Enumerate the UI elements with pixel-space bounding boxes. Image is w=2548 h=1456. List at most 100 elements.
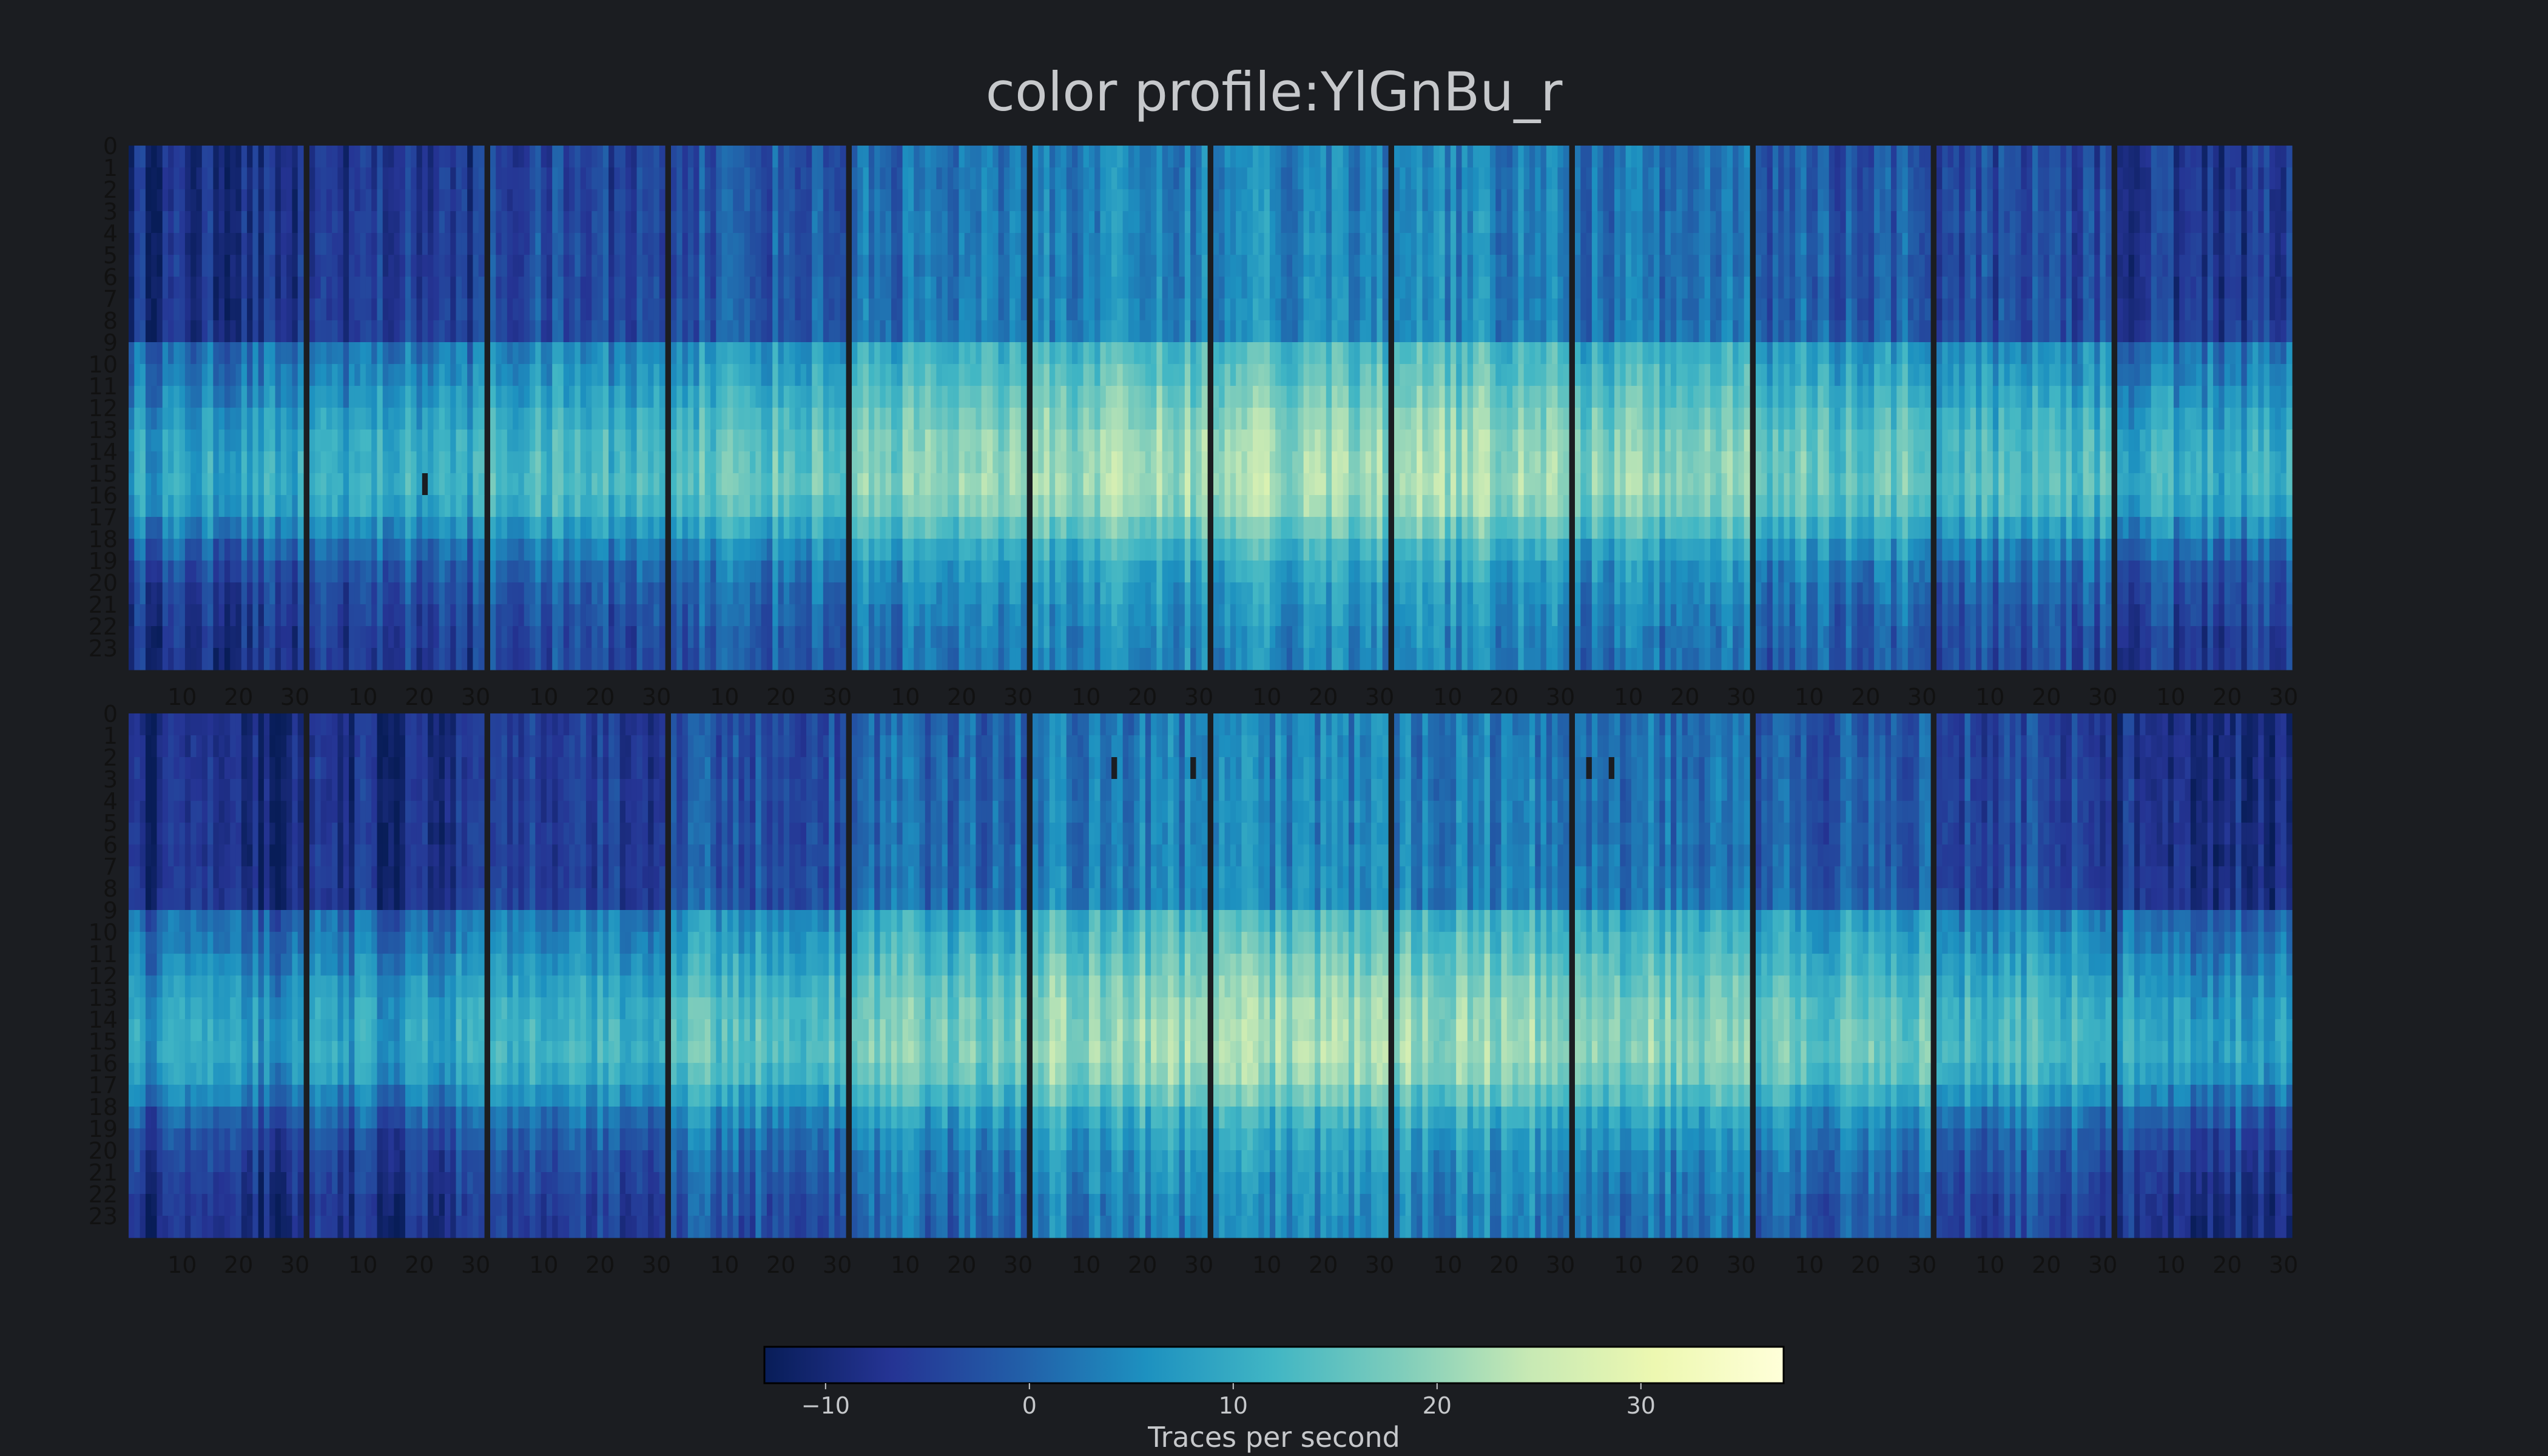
heatmap-cell: [140, 386, 146, 408]
heatmap-cell: [1309, 146, 1315, 168]
heatmap-cell: [1100, 430, 1107, 452]
heatmap-cell: [687, 233, 694, 255]
heatmap-cell: [297, 604, 304, 627]
heatmap-cell: [964, 364, 971, 386]
heatmap-cell: [377, 298, 383, 321]
heatmap-cell: [840, 604, 846, 627]
heatmap-cell: [693, 604, 700, 627]
heatmap-cell: [224, 364, 231, 386]
heatmap-cell: [575, 167, 581, 190]
heatmap-cell: [1009, 408, 1016, 430]
heatmap-cell: [473, 495, 479, 517]
heatmap-cell: [789, 298, 795, 321]
heatmap-cell: [292, 495, 298, 517]
heatmap-cell: [280, 473, 287, 496]
heatmap-cell: [134, 517, 141, 539]
heatmap-cell: [1020, 517, 1027, 539]
heatmap-cell: [653, 298, 660, 321]
heatmap-cell: [947, 648, 954, 670]
heatmap-cell: [1224, 146, 1231, 168]
heatmap-cell: [371, 582, 378, 605]
heatmap-cell: [467, 189, 474, 212]
heatmap-cell: [789, 233, 795, 255]
heatmap-cell: [1167, 604, 1174, 627]
heatmap-cell: [541, 211, 547, 234]
heatmap-cell: [439, 648, 445, 670]
heatmap-cell: [925, 386, 931, 408]
heatmap-cell: [174, 277, 180, 299]
heatmap-cell: [377, 364, 383, 386]
heatmap-cell: [297, 167, 304, 190]
heatmap-cell: [829, 342, 835, 365]
heatmap-cell: [976, 561, 982, 583]
heatmap-cell: [721, 561, 728, 583]
heatmap-cell: [1382, 451, 1389, 474]
heatmap-cell: [224, 233, 231, 255]
heatmap-cell: [377, 408, 383, 430]
heatmap-cell: [241, 342, 248, 365]
heatmap-cell: [682, 517, 689, 539]
heatmap-cell: [444, 277, 451, 299]
heatmap-cell: [642, 495, 649, 517]
heatmap-cell: [710, 255, 716, 277]
heatmap-cell: [365, 386, 372, 408]
heatmap-cell: [687, 539, 694, 561]
heatmap-cell: [942, 473, 948, 496]
heatmap-cell: [1117, 430, 1124, 452]
heatmap-cell: [964, 342, 971, 365]
heatmap-cell: [761, 408, 767, 430]
heatmap-cell: [1184, 648, 1191, 670]
heatmap-cell: [1077, 561, 1084, 583]
heatmap-cell: [998, 582, 1005, 605]
heatmap-cell: [513, 648, 519, 670]
heatmap-cell: [145, 626, 152, 649]
heatmap-cell: [1348, 298, 1355, 321]
heatmap-cell: [817, 386, 824, 408]
heatmap-cell: [371, 626, 378, 649]
heatmap-cell: [456, 342, 462, 365]
heatmap-cell: [733, 626, 740, 649]
heatmap-cell: [642, 430, 649, 452]
heatmap-cell: [501, 364, 508, 386]
heatmap-cell: [1258, 211, 1265, 234]
heatmap-cell: [789, 648, 795, 670]
heatmap-cell: [964, 255, 971, 277]
heatmap-cell: [840, 626, 846, 649]
heatmap-cell: [585, 473, 592, 496]
heatmap-cell: [258, 626, 265, 649]
heatmap-cell: [964, 189, 971, 212]
heatmap-cell: [241, 233, 248, 255]
heatmap-cell: [721, 277, 728, 299]
heatmap-cell: [151, 517, 158, 539]
heatmap-cell: [552, 233, 559, 255]
heatmap-cell: [699, 298, 706, 321]
heatmap-cell: [269, 495, 276, 517]
heatmap-cell: [134, 386, 141, 408]
heatmap-cell: [1083, 255, 1090, 277]
heatmap-cell: [614, 451, 621, 474]
heatmap-cell: [1049, 539, 1056, 561]
heatmap-cell: [580, 473, 587, 496]
heatmap-cell: [1303, 430, 1310, 452]
heatmap-cell: [914, 277, 920, 299]
heatmap-cell: [1003, 277, 1010, 299]
heatmap-cell: [614, 473, 621, 496]
heatmap-cell: [332, 277, 339, 299]
heatmap-cell: [727, 517, 733, 539]
heatmap-cell: [817, 451, 824, 474]
heatmap-cell: [733, 539, 740, 561]
heatmap-cell: [671, 342, 677, 365]
heatmap-cell: [1162, 648, 1168, 670]
heatmap-cell: [343, 167, 349, 190]
heatmap-cell: [1128, 626, 1134, 649]
heatmap-cell: [1247, 233, 1253, 255]
heatmap-cell: [473, 582, 479, 605]
heatmap-cell: [563, 430, 570, 452]
heatmap-cell: [201, 233, 208, 255]
heatmap-cell: [1264, 167, 1270, 190]
heatmap-cell: [931, 648, 937, 670]
heatmap-cell: [456, 473, 462, 496]
heatmap-cell: [230, 146, 237, 168]
heatmap-cell: [1134, 211, 1141, 234]
heatmap-cell: [1111, 211, 1117, 234]
